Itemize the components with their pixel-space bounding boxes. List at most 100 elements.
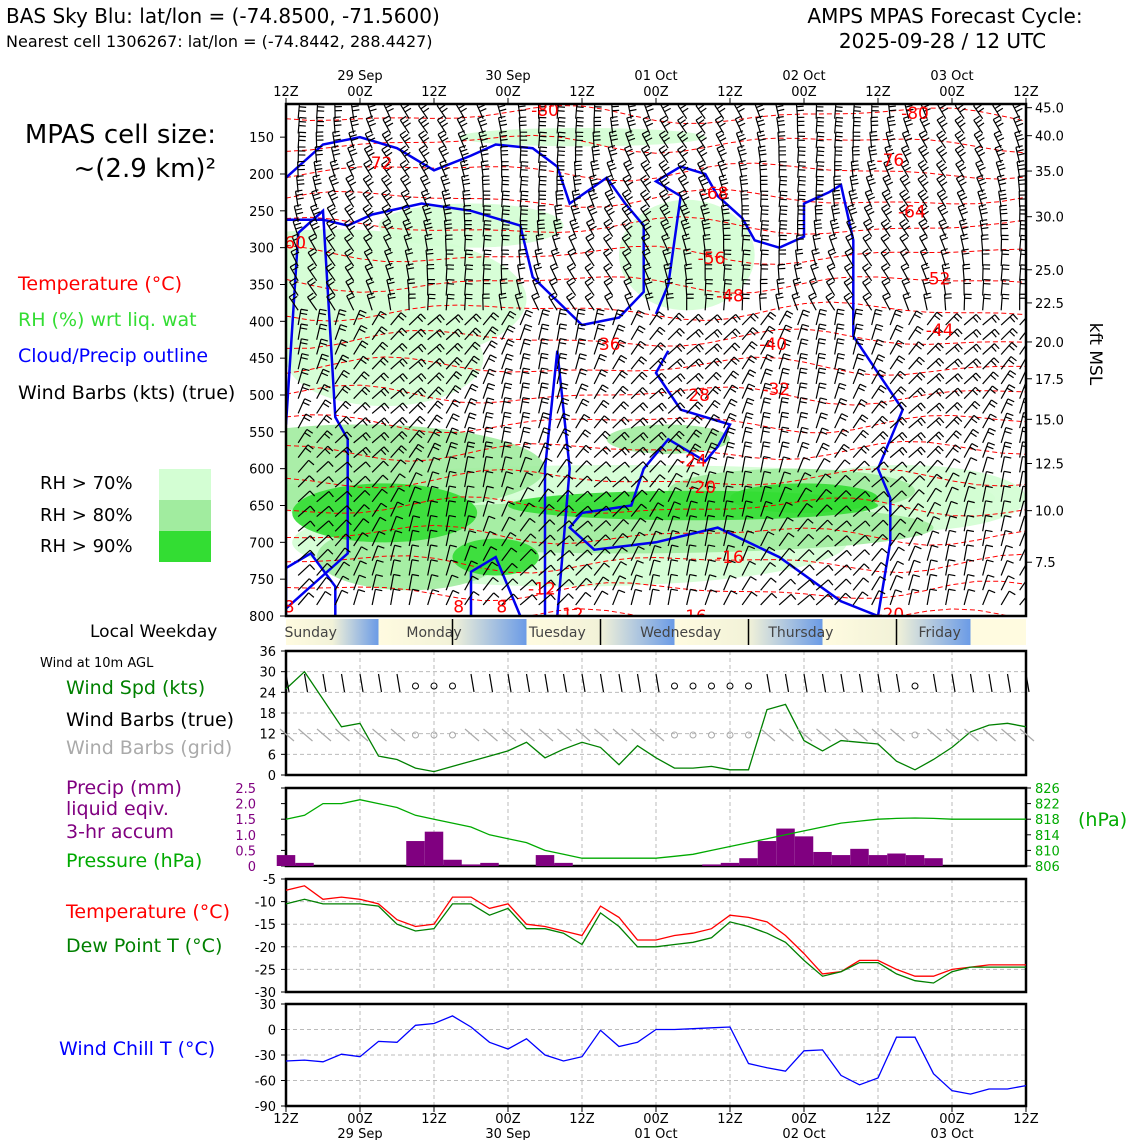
kft-axis-label: kft MSL <box>1085 323 1105 386</box>
wind-barb <box>575 505 593 518</box>
wind-barb <box>665 292 674 311</box>
wind-barb <box>759 278 768 296</box>
wind-barb <box>649 530 663 547</box>
wind-barb <box>852 490 871 503</box>
wind-barb <box>353 574 367 591</box>
temperature-contour-label: -16 <box>716 548 744 568</box>
wind-barb <box>316 116 325 134</box>
bottom-hour-label: 12Z <box>865 1112 891 1127</box>
wind-barb <box>908 432 926 444</box>
wind-barb <box>778 593 797 606</box>
wind-barb <box>427 372 445 385</box>
wind-barb <box>445 574 459 591</box>
wind-barb <box>917 174 929 193</box>
wind-barb <box>427 414 443 429</box>
surface-wind-barb <box>396 673 401 693</box>
wind-barb <box>723 328 741 341</box>
wind-barb <box>945 313 963 326</box>
wind-barb <box>686 328 704 341</box>
wind-barb <box>963 293 972 311</box>
wind-barb <box>704 343 723 355</box>
wind-barb <box>963 515 975 532</box>
wind-barb <box>667 544 679 561</box>
wind-barb <box>621 233 632 252</box>
wind-barb <box>982 413 997 429</box>
wind-barb <box>758 293 767 311</box>
wind-barb <box>723 485 734 502</box>
temperature-contour-label: 72 <box>371 154 393 174</box>
wind-barb <box>926 573 938 591</box>
wind-barb <box>862 233 873 252</box>
wind-barb <box>954 115 966 134</box>
wind-barb <box>775 104 785 119</box>
wind-barb <box>556 443 572 458</box>
wind-barb <box>889 589 903 606</box>
wind-barb <box>334 416 352 429</box>
wind-speed-line <box>285 670 1027 773</box>
wind-barb <box>538 594 556 606</box>
wind-barb <box>482 561 499 576</box>
wind-barb <box>815 473 832 488</box>
wind-barb <box>741 249 751 267</box>
wind-barb <box>815 564 834 576</box>
wind-barb <box>640 204 652 223</box>
wind-barb <box>353 340 369 355</box>
wind-barb <box>741 397 755 414</box>
wind-barb <box>297 549 316 562</box>
wind-barb <box>686 457 701 473</box>
wind-barb <box>353 309 367 326</box>
wind-barb <box>741 234 751 252</box>
wind-barb <box>649 588 660 606</box>
wind-barb <box>686 573 697 591</box>
wind-barb <box>760 264 769 281</box>
precip-bar <box>461 864 481 866</box>
wind-barb <box>353 417 371 429</box>
wind-barb <box>326 292 336 311</box>
kft-tick-label: 20.0 <box>1035 336 1064 351</box>
wind-barb <box>519 517 536 532</box>
wind-barb <box>963 471 977 488</box>
surface-wind-barb <box>951 673 956 693</box>
wind-barb <box>852 563 870 576</box>
wind-barb <box>936 189 948 208</box>
wind-barb <box>741 313 759 326</box>
wind-barb <box>330 145 341 164</box>
wind-barb <box>982 456 995 473</box>
wind-barb <box>400 174 412 193</box>
wind-barb <box>704 574 717 591</box>
kft-tick-label: 45.0 <box>1035 102 1064 117</box>
wind-barb <box>797 323 810 340</box>
wind-barb <box>815 488 833 503</box>
wind-barb <box>908 446 926 459</box>
wind-barb <box>405 263 415 281</box>
bottom-hour-label: 00Z <box>495 1112 521 1127</box>
pressure-unit-label: (hPa) <box>1078 809 1128 831</box>
wind-barb <box>778 324 793 340</box>
wind-barb <box>612 339 627 355</box>
wind-barb <box>519 426 531 444</box>
wind-barb <box>538 367 549 385</box>
bottom-hour-label: 00Z <box>791 1112 817 1127</box>
wind-barb <box>834 104 843 119</box>
temp-panel-ytick-label: -10 <box>255 896 276 911</box>
wind-barb <box>334 400 352 414</box>
temperature-contour-label: -40 <box>759 335 787 355</box>
wind-barb <box>852 475 871 488</box>
wind-barb <box>445 413 460 429</box>
wind-barb <box>982 529 993 547</box>
wind-barb <box>737 145 747 164</box>
wind-barb <box>371 460 389 473</box>
wind-barb <box>316 548 334 562</box>
wind-barb <box>922 277 931 296</box>
surface-wind-barb <box>377 673 383 693</box>
top-date-label: 30 Sep <box>485 69 530 84</box>
wind-barb <box>464 485 475 502</box>
wind-barb <box>353 446 371 459</box>
wind-barb <box>630 417 649 429</box>
wind-barb <box>349 115 359 134</box>
cloud-outline <box>286 135 645 327</box>
temperature-line <box>285 885 1026 977</box>
wind-barb <box>834 382 847 399</box>
wind-barb <box>612 401 630 414</box>
kft-tick-label: 7.5 <box>1035 556 1056 571</box>
